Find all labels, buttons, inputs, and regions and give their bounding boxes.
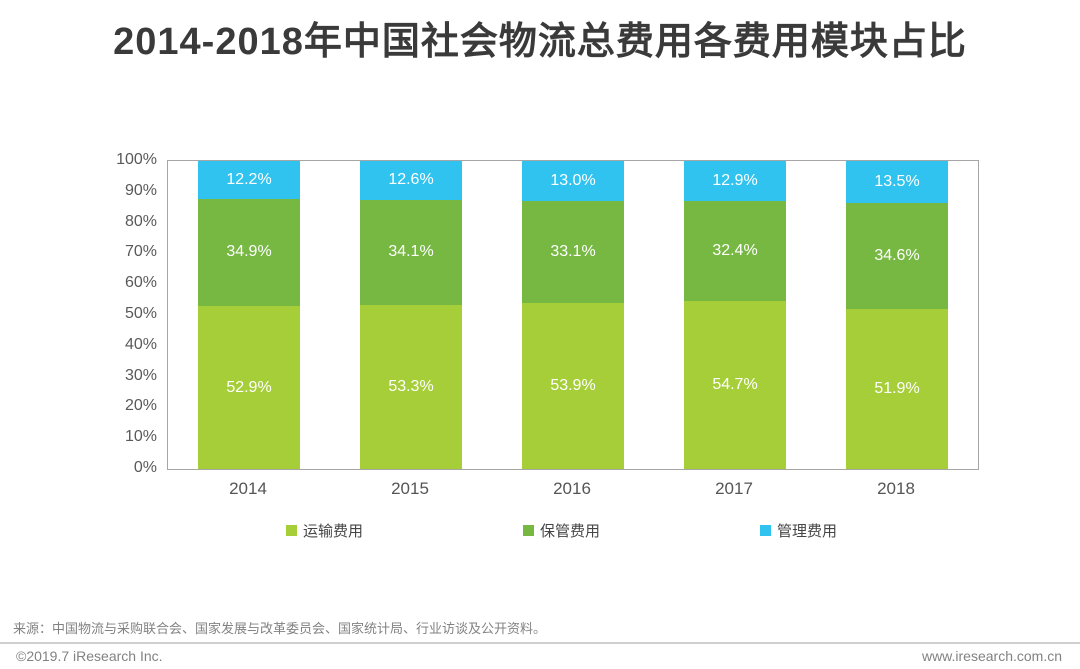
- bar-segment: 53.9%: [522, 302, 624, 469]
- y-axis-tick-label: 10%: [124, 428, 157, 446]
- bar-segment: 51.9%: [846, 309, 948, 469]
- x-axis-label-2017: 2017: [715, 479, 753, 498]
- legend-label: 保管费用: [540, 523, 601, 540]
- legend-swatch: [523, 525, 535, 536]
- bar-segment: 12.2%: [198, 161, 300, 199]
- stacked-bar-2018: 13.5% 34.6% 51.9%: [846, 161, 948, 469]
- bar-segment-label: 34.6%: [874, 246, 920, 264]
- bar-segment: 12.9%: [684, 161, 786, 201]
- y-axis-tick-label: 90%: [124, 181, 157, 199]
- bar-segment-label: 12.2%: [226, 170, 272, 188]
- website-url: www.iresearch.com.cn: [921, 648, 1062, 664]
- y-axis-tick-label: 20%: [124, 397, 157, 415]
- bar-segment: 34.6%: [846, 202, 948, 310]
- bar-segment: 53.3%: [360, 304, 462, 469]
- y-axis-tick-label: 100%: [116, 151, 157, 168]
- legend-swatch: [760, 525, 772, 536]
- bar-segment: 12.6%: [360, 161, 462, 200]
- bar-segment-label: 32.4%: [712, 241, 758, 259]
- x-axis: 2014 2015 2016 2017 2018: [167, 479, 977, 499]
- legend-label: 管理费用: [777, 523, 838, 540]
- bar-segment: 54.7%: [684, 300, 786, 469]
- bar-segment-label: 51.9%: [874, 380, 920, 398]
- y-axis-tick-label: 30%: [124, 366, 157, 384]
- chart-title: 2014-2018年中国社会物流总费用各费用模块占比: [113, 21, 967, 63]
- stacked-bar-2017: 12.9% 32.4% 54.7%: [684, 161, 786, 469]
- bar-segment: 52.9%: [198, 306, 300, 469]
- stacked-bar-2016: 13.0% 33.1% 53.9%: [522, 161, 624, 469]
- legend-label: 运输费用: [303, 523, 364, 540]
- x-axis-label-2014: 2014: [229, 479, 267, 498]
- bars: 12.2% 34.9% 52.9% 12.6% 34.1% 53.3% 13.0% 33.1%…: [168, 161, 978, 469]
- y-axis: 0% 10% 20% 30% 40% 50% 60% 70% 80% 90% 100%: [0, 151, 157, 476]
- x-axis-label-2016: 2016: [553, 479, 591, 498]
- legend-item: 保管费用: [523, 520, 600, 541]
- bar-segment-label: 34.9%: [226, 243, 272, 261]
- bar-segment-label: 54.7%: [712, 375, 758, 393]
- stacked-bar-2014: 12.2% 34.9% 52.9%: [198, 161, 300, 469]
- bar-slot-2018: 13.5% 34.6% 51.9%: [816, 161, 978, 469]
- bar-segment-label: 12.9%: [712, 171, 758, 189]
- bar-segment-label: 53.9%: [550, 376, 596, 394]
- y-axis-tick-label: 40%: [124, 335, 157, 353]
- bar-slot-2017: 12.9% 32.4% 54.7%: [654, 161, 816, 469]
- stacked-bar-2015: 12.6% 34.1% 53.3%: [360, 161, 462, 469]
- bar-slot-2014: 12.2% 34.9% 52.9%: [168, 161, 330, 469]
- bar-segment: 33.1%: [522, 201, 624, 303]
- bar-segment-label: 13.0%: [550, 172, 596, 190]
- bar-segment: 13.5%: [846, 161, 948, 203]
- x-axis-label-2018: 2018: [877, 479, 915, 498]
- bar-segment-label: 13.5%: [874, 172, 920, 190]
- bar-segment-label: 33.1%: [550, 243, 596, 260]
- source-note: 来源：中国物流与采购联合会、国家发展与改革委员会、国家统计局、行业访谈及公开资料…: [13, 621, 547, 636]
- legend: 运输费用 保管费用 管理费用: [286, 520, 837, 541]
- legend-swatch: [286, 525, 297, 536]
- x-axis-label-2015: 2015: [391, 479, 429, 498]
- bar-slot-2015: 12.6% 34.1% 53.3%: [330, 161, 492, 469]
- bar-segment: 32.4%: [684, 200, 786, 301]
- y-axis-tick-label: 50%: [124, 305, 157, 322]
- y-axis-tick-label: 60%: [124, 274, 157, 292]
- copyright-text: ©2019.7 iResearch Inc.: [16, 648, 163, 664]
- bar-segment-label: 52.9%: [226, 378, 272, 396]
- bar-segment-label: 34.1%: [388, 243, 434, 261]
- legend-item: 管理费用: [760, 520, 837, 541]
- footer-divider: [0, 642, 1080, 644]
- bar-segment-label: 53.3%: [388, 377, 434, 395]
- plot-area: 12.2% 34.9% 52.9% 12.6% 34.1% 53.3% 13.0% 33.1%…: [167, 160, 979, 470]
- legend-item: 运输费用: [286, 520, 363, 541]
- y-axis-tick-label: 80%: [124, 212, 157, 230]
- y-axis-tick-label: 70%: [124, 243, 157, 261]
- y-axis-tick-label: 0%: [133, 459, 157, 476]
- bar-segment: 34.1%: [360, 199, 462, 305]
- bar-segment-label: 12.6%: [388, 171, 434, 189]
- bar-slot-2016: 13.0% 33.1% 53.9%: [492, 161, 654, 469]
- bar-segment: 13.0%: [522, 161, 624, 202]
- bar-segment: 34.9%: [198, 198, 300, 307]
